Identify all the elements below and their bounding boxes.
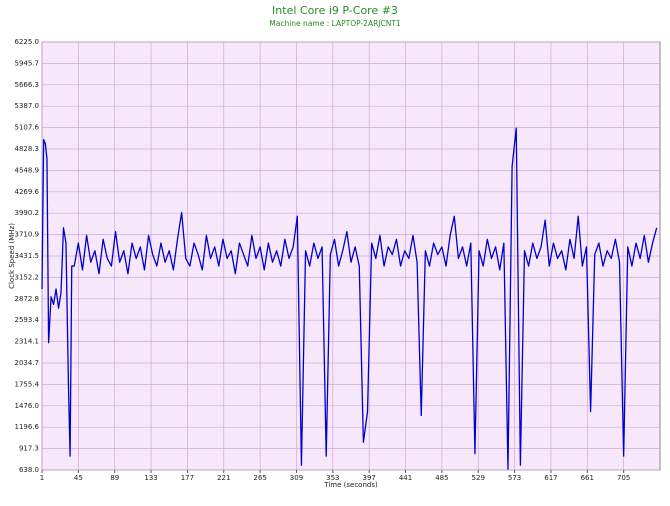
x-tick-label: 705 xyxy=(617,474,630,482)
x-tick-label: 617 xyxy=(544,474,557,482)
y-tick-label: 3152.2 xyxy=(15,273,40,281)
x-tick-label: 441 xyxy=(399,474,412,482)
y-tick-label: 4269.6 xyxy=(15,188,40,196)
y-tick-label: 3990.2 xyxy=(15,209,40,217)
x-tick-label: 661 xyxy=(581,474,594,482)
y-tick-label: 638.0 xyxy=(19,466,39,474)
y-tick-label: 1755.4 xyxy=(15,380,40,388)
y-tick-label: 5666.3 xyxy=(15,81,40,89)
x-tick-label: 133 xyxy=(144,474,157,482)
y-tick-label: 5945.7 xyxy=(15,59,40,67)
x-tick-label: 529 xyxy=(472,474,485,482)
y-axis-label: Clock Speed (MHz) xyxy=(8,223,16,289)
y-tick-label: 4828.3 xyxy=(15,145,40,153)
x-tick-label: 353 xyxy=(326,474,339,482)
x-tick-label: 265 xyxy=(253,474,266,482)
x-tick-label: 573 xyxy=(508,474,521,482)
y-tick-label: 3710.9 xyxy=(15,231,40,239)
x-axis-label: Time (seconds) xyxy=(323,481,378,489)
x-tick-label: 221 xyxy=(217,474,230,482)
x-tick-label: 177 xyxy=(181,474,194,482)
chart-subtitle: Machine name : LAPTOP-2ARJCNT1 xyxy=(269,19,401,28)
y-tick-label: 1196.6 xyxy=(15,423,40,431)
x-tick-label: 1 xyxy=(40,474,44,482)
y-tick-label: 3431.5 xyxy=(15,252,40,260)
x-tick-label: 397 xyxy=(362,474,375,482)
y-tick-label: 5387.0 xyxy=(15,102,40,110)
y-tick-label: 1476.0 xyxy=(15,402,40,410)
data-line xyxy=(41,127,658,470)
x-tick-label: 45 xyxy=(74,474,83,482)
x-tick-label: 485 xyxy=(435,474,448,482)
y-tick-label: 2872.8 xyxy=(15,295,40,303)
y-tick-label: 2314.1 xyxy=(15,338,40,346)
y-tick-label: 6225.0 xyxy=(15,38,40,46)
y-tick-label: 917.3 xyxy=(19,445,39,453)
y-tick-label: 2593.4 xyxy=(15,316,40,324)
y-tick-label: 2034.7 xyxy=(15,359,40,367)
y-tick-label: 4548.9 xyxy=(15,166,40,174)
x-tick-label: 89 xyxy=(110,474,119,482)
chart-title: Intel Core i9 P-Core #3 xyxy=(272,4,398,17)
y-tick-label: 5107.6 xyxy=(15,124,40,132)
x-tick-label: 309 xyxy=(290,474,303,482)
